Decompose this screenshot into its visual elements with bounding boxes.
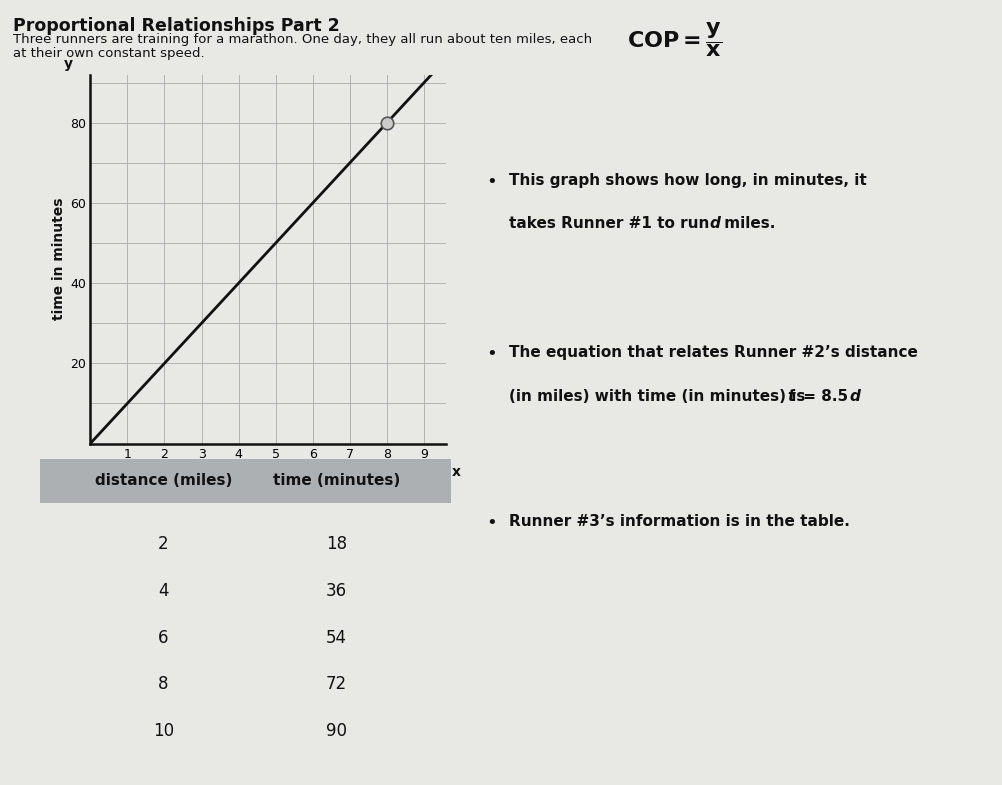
Text: takes Runner #1 to run: takes Runner #1 to run [508,216,713,231]
Text: 0: 0 [66,463,73,476]
Text: time (minutes): time (minutes) [273,473,400,488]
Text: t: t [787,389,794,403]
Y-axis label: time in minutes: time in minutes [52,198,66,320]
Text: (in miles) with time (in minutes) is: (in miles) with time (in minutes) is [508,389,810,403]
Text: •: • [486,173,497,191]
Text: 36: 36 [326,582,347,600]
Text: $\mathbf{COP = \dfrac{y}{x}}$: $\mathbf{COP = \dfrac{y}{x}}$ [626,20,721,59]
Text: 72: 72 [326,675,347,693]
Text: 90: 90 [326,722,347,740]
Text: Runner #3’s information is in the table.: Runner #3’s information is in the table. [508,514,849,529]
Text: 54: 54 [326,629,347,647]
Text: miles.: miles. [718,216,775,231]
Text: 2: 2 [158,535,168,553]
Text: at their own constant speed.: at their own constant speed. [13,47,204,60]
Text: = 8.5: = 8.5 [798,389,848,403]
Text: y: y [63,57,72,71]
Text: 18: 18 [326,535,347,553]
Text: d: d [708,216,719,231]
FancyBboxPatch shape [40,459,451,503]
Text: x: x [452,465,461,479]
Text: 6: 6 [158,629,168,647]
X-axis label: distance in miles: distance in miles [202,465,334,479]
Text: d: d [849,389,860,403]
Text: This graph shows how long, in minutes, it: This graph shows how long, in minutes, i… [508,173,866,188]
Text: 4: 4 [158,582,168,600]
Text: •: • [486,345,497,363]
Text: •: • [486,514,497,532]
Text: The equation that relates Runner #2’s distance: The equation that relates Runner #2’s di… [508,345,917,360]
Text: Proportional Relationships Part 2: Proportional Relationships Part 2 [13,17,340,35]
Text: 8: 8 [158,675,168,693]
Text: 10: 10 [152,722,174,740]
Text: distance (miles): distance (miles) [95,473,231,488]
Text: Three runners are training for a marathon. One day, they all run about ten miles: Three runners are training for a maratho… [13,33,591,46]
